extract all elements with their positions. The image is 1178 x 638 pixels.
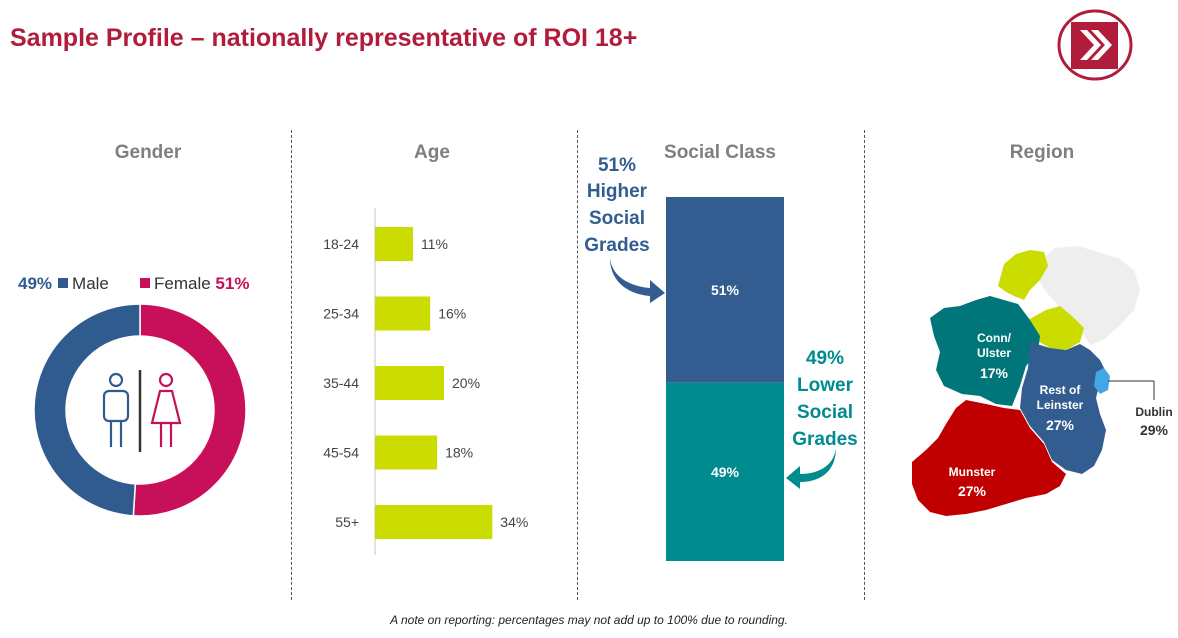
munster-label: Munster <box>949 465 996 479</box>
rest-of-leinster-percent: 27% <box>1046 417 1075 433</box>
female-label: Female <box>154 274 211 293</box>
male-swatch <box>58 278 69 289</box>
age-category-label: 55+ <box>335 514 359 530</box>
lower-grades-line2: Social <box>797 402 853 423</box>
conn-ulster-label-line1: Conn/ <box>977 331 1012 345</box>
panel-divider <box>577 130 578 600</box>
age-value-label: 16% <box>438 306 466 322</box>
age-title: Age <box>414 142 450 163</box>
age-bar <box>375 435 438 470</box>
age-value-label: 11% <box>421 236 448 252</box>
female-person-icon <box>150 372 182 447</box>
rest-of-leinster-label-line1: Rest of <box>1040 383 1082 397</box>
social-class-segment <box>666 382 784 561</box>
gender-legend-female: Female 51% <box>140 274 249 294</box>
brand-logo <box>1057 9 1133 81</box>
age-bar <box>375 296 431 331</box>
social-class-bars: 51% 49% <box>666 197 784 561</box>
conn-ulster-label-line2: Ulster <box>977 346 1011 360</box>
age-category-label: 18-24 <box>323 236 359 252</box>
social-class-segment <box>666 197 784 383</box>
lower-grades-percent: 49% <box>806 348 844 369</box>
age-bar <box>375 505 493 539</box>
age-category-label: 35-44 <box>323 375 359 391</box>
age-value-label: 34% <box>500 514 528 530</box>
dublin-percent: 29% <box>1140 422 1169 438</box>
age-bar <box>375 366 444 400</box>
ireland-map: Conn/ Ulster 17% Rest of Leinster 27% Mu… <box>912 246 1173 516</box>
panel-divider <box>291 130 292 600</box>
age-category-label: 25-34 <box>323 306 359 322</box>
male-person-icon <box>102 372 130 447</box>
higher-grades-line3: Grades <box>584 235 649 256</box>
border-ulster-region <box>1028 306 1084 350</box>
rounding-note: A note on reporting: percentages may not… <box>390 613 788 627</box>
social-class-value-label: 49% <box>711 464 740 480</box>
male-percent: 49% <box>18 274 53 293</box>
gender-legend-male: 49% Male <box>18 274 109 294</box>
social-class-value-label: 51% <box>711 282 740 298</box>
age-value-label: 20% <box>452 375 480 391</box>
conn-ulster-percent: 17% <box>980 365 1009 381</box>
age-value-label: 18% <box>445 445 473 461</box>
gender-center-icons <box>102 370 182 452</box>
munster-percent: 27% <box>958 483 987 499</box>
age-bar <box>375 227 413 261</box>
higher-grades-arrow-icon <box>610 258 665 303</box>
region-title: Region <box>1009 142 1075 163</box>
chevron-right-icon <box>1091 30 1112 60</box>
donegal-region <box>998 250 1048 300</box>
dublin-region <box>1094 368 1110 394</box>
lower-grades-line1: Lower <box>797 375 854 396</box>
conn-ulster-region <box>930 296 1040 406</box>
munster-region <box>912 400 1066 516</box>
female-percent: 51% <box>215 274 250 293</box>
lower-grades-line3: Grades <box>792 429 857 450</box>
dublin-label: Dublin <box>1135 405 1172 419</box>
rest-of-leinster-label-line2: Leinster <box>1037 398 1084 412</box>
age-category-label: 45-54 <box>323 445 359 461</box>
male-label: Male <box>72 274 109 293</box>
female-swatch <box>140 278 150 289</box>
chevron-right-icon <box>1080 30 1101 60</box>
higher-grades-line1: Higher <box>587 181 648 202</box>
lower-grades-arrow-icon <box>786 448 836 489</box>
higher-grades-line2: Social <box>589 208 645 229</box>
social-class-title: Social Class <box>664 142 776 163</box>
higher-grades-percent: 51% <box>598 155 636 176</box>
page-title: Sample Profile – nationally representati… <box>10 24 638 52</box>
northern-ireland-region <box>1038 246 1140 345</box>
panel-divider <box>864 130 865 600</box>
gender-title: Gender <box>114 142 182 163</box>
rest-of-leinster-region <box>1020 342 1106 474</box>
age-bars: 18-24 11% 25-34 16% 35-44 20% 45-54 18% 55+ 34% <box>323 227 528 539</box>
